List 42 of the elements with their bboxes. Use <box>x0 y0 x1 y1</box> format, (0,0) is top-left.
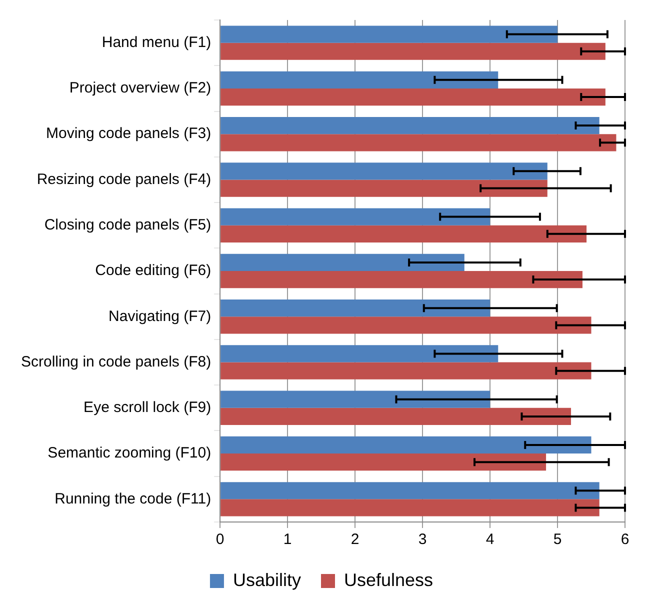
bar <box>220 482 600 500</box>
legend-label: Usefulness <box>344 570 434 590</box>
bar <box>220 390 490 408</box>
legend-label: Usability <box>232 570 301 590</box>
bar <box>220 454 546 471</box>
bar <box>220 436 592 454</box>
x-tick-label: 4 <box>486 531 494 548</box>
bar <box>220 88 606 106</box>
bar <box>220 180 548 197</box>
y-tick-label: Navigating (F7) <box>108 308 212 325</box>
x-tick-label: 6 <box>620 531 630 548</box>
bar <box>220 271 582 288</box>
y-tick-label: Semantic zooming (F10) <box>48 444 212 462</box>
y-tick-label: Running the code (F11) <box>54 490 212 508</box>
bar <box>220 42 606 60</box>
bar <box>220 71 498 88</box>
bar <box>220 362 592 380</box>
bar <box>220 116 600 134</box>
y-tick-label: Project overview (F2) <box>69 80 212 97</box>
y-tick-label: Resizing code panels (F4) <box>36 170 212 188</box>
y-tick-label: Moving code panels (F3) <box>46 125 212 142</box>
x-tick-label: 0 <box>216 531 224 548</box>
y-tick-label: Code editing (F6) <box>95 262 212 280</box>
bar <box>220 345 498 362</box>
bar <box>220 225 587 242</box>
bar <box>220 208 490 226</box>
bar <box>220 162 548 180</box>
x-tick-label: 3 <box>418 531 427 548</box>
y-tick-label: Closing code panels (F5) <box>44 216 212 234</box>
bar <box>220 134 616 152</box>
y-tick-label: Hand menu (F1) <box>102 34 212 51</box>
bar <box>220 254 464 271</box>
x-tick-label: 2 <box>350 531 360 548</box>
y-tick-label: Eye scroll lock (F9) <box>84 399 212 416</box>
bar <box>220 316 592 334</box>
x-tick-label: 1 <box>283 531 292 548</box>
bar <box>220 408 572 426</box>
x-tick-label: 5 <box>553 531 562 548</box>
bar <box>220 300 490 317</box>
y-tick-label: Scrolling in code panels (F8) <box>21 353 212 370</box>
bar <box>220 499 600 516</box>
bar <box>220 26 558 43</box>
